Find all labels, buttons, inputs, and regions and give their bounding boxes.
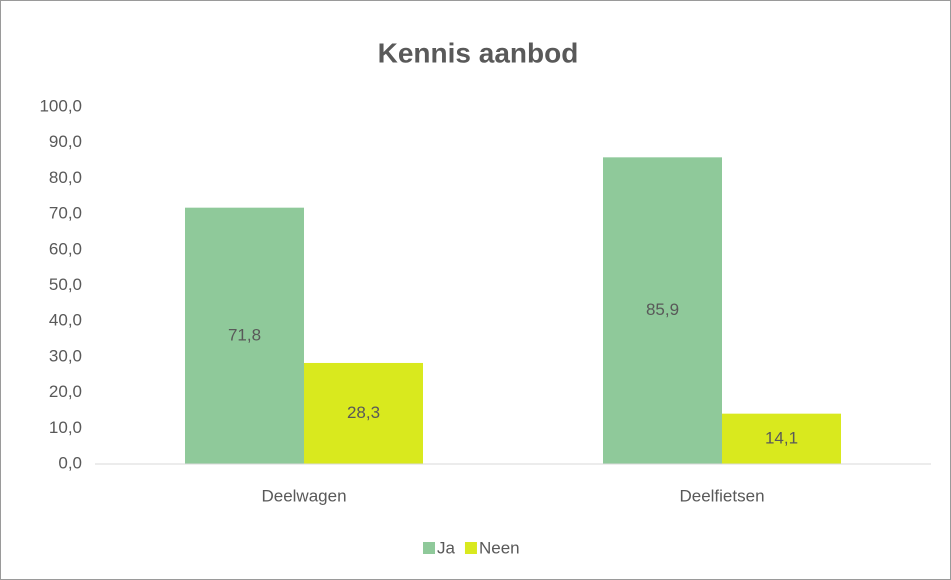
value-label: 28,3	[347, 403, 380, 422]
y-tick-label: 50,0	[49, 275, 82, 294]
y-tick-label: 100,0	[39, 96, 82, 115]
y-tick-label: 0,0	[58, 453, 82, 472]
bar	[722, 413, 841, 464]
y-tick-label: 20,0	[49, 382, 82, 401]
x-tick-label: Deelfietsen	[679, 486, 764, 505]
legend-label: Neen	[479, 538, 520, 557]
y-tick-label: 80,0	[49, 168, 82, 187]
legend-swatch	[423, 542, 435, 554]
y-tick-label: 40,0	[49, 311, 82, 330]
x-tick-label: Deelwagen	[261, 486, 346, 505]
value-label: 71,8	[228, 325, 261, 344]
value-label: 14,1	[765, 428, 798, 447]
legend-swatch	[464, 542, 477, 554]
bar	[185, 207, 304, 464]
chart-title: Kennis aanbod	[378, 37, 579, 68]
bar	[304, 362, 423, 464]
value-label: 85,9	[646, 300, 679, 319]
y-tick-label: 30,0	[49, 346, 82, 365]
y-tick-label: 70,0	[49, 204, 82, 223]
y-tick-label: 90,0	[49, 132, 82, 151]
y-tick-label: 60,0	[49, 239, 82, 258]
bar	[603, 157, 722, 464]
legend-label: Ja	[437, 538, 456, 557]
y-tick-label: 10,0	[49, 418, 82, 437]
